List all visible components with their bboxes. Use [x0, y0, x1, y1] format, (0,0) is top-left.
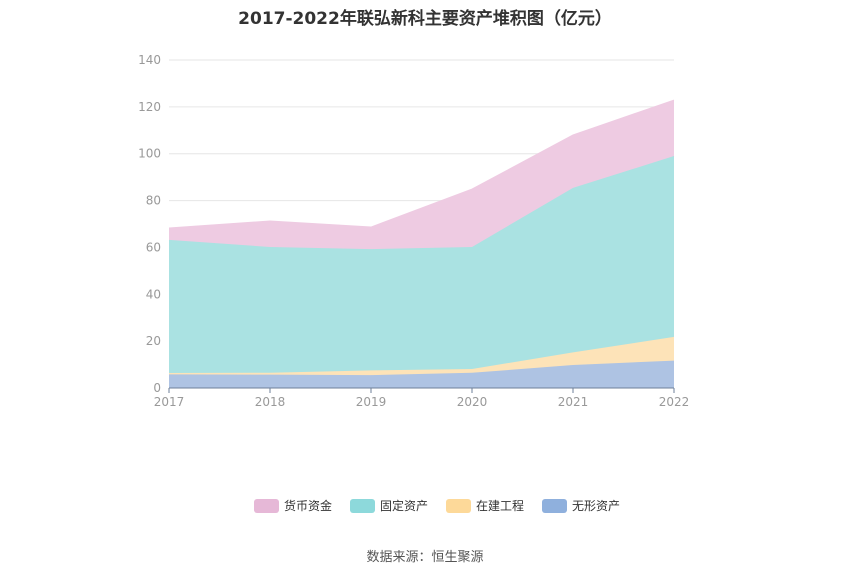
- x-tick-label: 2021: [558, 395, 589, 409]
- y-tick-label: 80: [146, 194, 161, 208]
- legend-label: 在建工程: [476, 498, 524, 513]
- area-货币资金: [169, 100, 674, 250]
- legend-swatch: [350, 499, 375, 513]
- x-tick-label: 2017: [154, 395, 185, 409]
- x-tick-label: 2018: [255, 395, 286, 409]
- x-tick-label: 2020: [457, 395, 488, 409]
- y-tick-label: 40: [146, 287, 161, 301]
- y-tick-label: 20: [146, 334, 161, 348]
- area-固定资产: [169, 156, 674, 374]
- data-source: 数据来源：恒生聚源: [366, 550, 484, 565]
- legend-swatch: [446, 499, 471, 513]
- line-货币资金: [168, 99, 675, 229]
- chart-title: 2017-2022年联弘新科主要资产堆积图（亿元）: [238, 9, 612, 29]
- x-tick-label: 2022: [659, 395, 690, 409]
- area-在建工程: [169, 336, 674, 376]
- legend-label: 固定资产: [380, 498, 428, 513]
- legend-label: 货币资金: [284, 498, 332, 513]
- y-tick-label: 140: [138, 53, 161, 67]
- legend-swatch: [254, 499, 279, 513]
- y-tick-label: 120: [138, 100, 161, 114]
- legend-swatch: [542, 499, 567, 513]
- legend-label: 无形资产: [572, 499, 620, 513]
- x-tick-label: 2019: [356, 395, 387, 409]
- y-tick-label: 0: [153, 381, 161, 395]
- y-tick-label: 100: [138, 147, 161, 161]
- y-tick-label: 60: [146, 240, 161, 254]
